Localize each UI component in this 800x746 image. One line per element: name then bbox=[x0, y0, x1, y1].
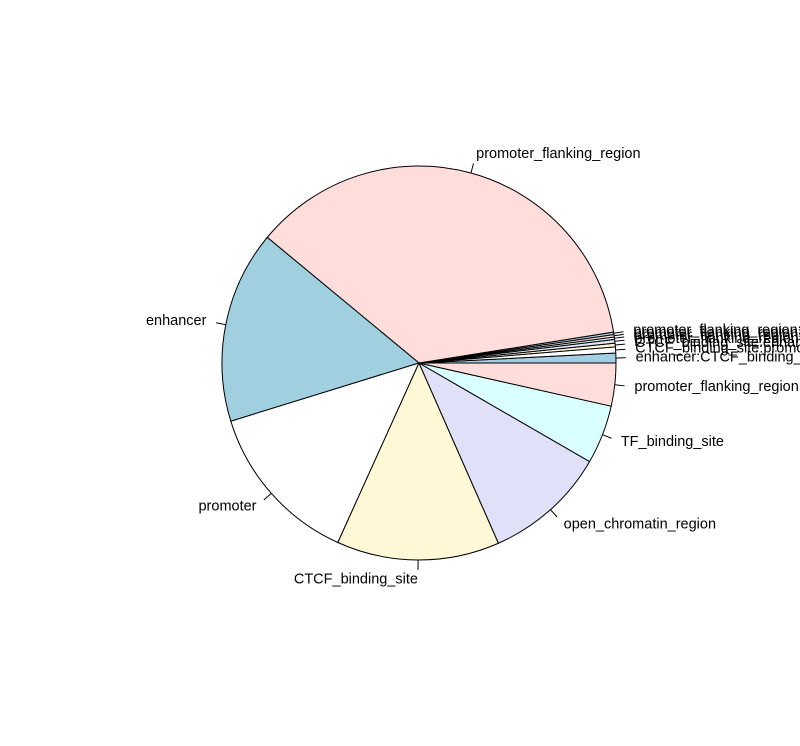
label-tick-1 bbox=[615, 348, 626, 351]
slice-label-6: promoter_flanking_region:open_chromatin_… bbox=[633, 322, 800, 338]
slice-label-0: enhancer:CTCF_binding_site bbox=[636, 350, 800, 366]
label-tick-2 bbox=[615, 343, 626, 346]
pie-slices bbox=[221, 165, 617, 561]
pie-slice-11 bbox=[417, 361, 591, 544]
pie-slice-10 bbox=[337, 361, 500, 561]
label-tick-13 bbox=[614, 384, 625, 387]
slice-label-10: CTCF_binding_site bbox=[294, 572, 418, 588]
label-tick-5 bbox=[614, 333, 624, 337]
pie-slice-13 bbox=[418, 362, 617, 407]
slice-label-7: promoter_flanking_region bbox=[476, 146, 640, 162]
label-tick-3 bbox=[614, 339, 625, 342]
slice-label-1: CTCF_binding_site:promoter bbox=[635, 341, 800, 357]
slice-label-4: promoter_flanking_region:promoter bbox=[634, 328, 800, 344]
slice-label-13: promoter_flanking_region bbox=[634, 379, 798, 395]
label-tick-9 bbox=[263, 492, 272, 501]
slice-label-9: promoter bbox=[198, 498, 256, 514]
label-tick-4 bbox=[614, 336, 625, 339]
label-tick-11 bbox=[550, 509, 558, 518]
label-ticks bbox=[216, 163, 626, 570]
pie-slice-7 bbox=[266, 165, 615, 364]
slice-label-5: promoter_flanking_region:enhancer bbox=[634, 325, 800, 341]
slice-labels: enhancer:CTCF_binding_siteCTCF_binding_s… bbox=[146, 146, 800, 588]
label-tick-7 bbox=[470, 163, 475, 174]
slice-label-12: TF_binding_site bbox=[621, 434, 724, 450]
slice-label-3: promoter_flanking_region:CTCF_binding_si… bbox=[634, 331, 800, 347]
pie-slice-9 bbox=[230, 362, 420, 544]
slice-label-11: open_chromatin_region bbox=[564, 516, 716, 532]
pie-slice-8 bbox=[221, 236, 421, 422]
label-tick-6 bbox=[613, 331, 624, 334]
slice-label-2: CTCF_binding_site:enhancer bbox=[635, 335, 800, 351]
label-tick-12 bbox=[602, 434, 612, 439]
label-tick-8 bbox=[216, 322, 226, 326]
slice-label-8: enhancer bbox=[146, 313, 207, 329]
